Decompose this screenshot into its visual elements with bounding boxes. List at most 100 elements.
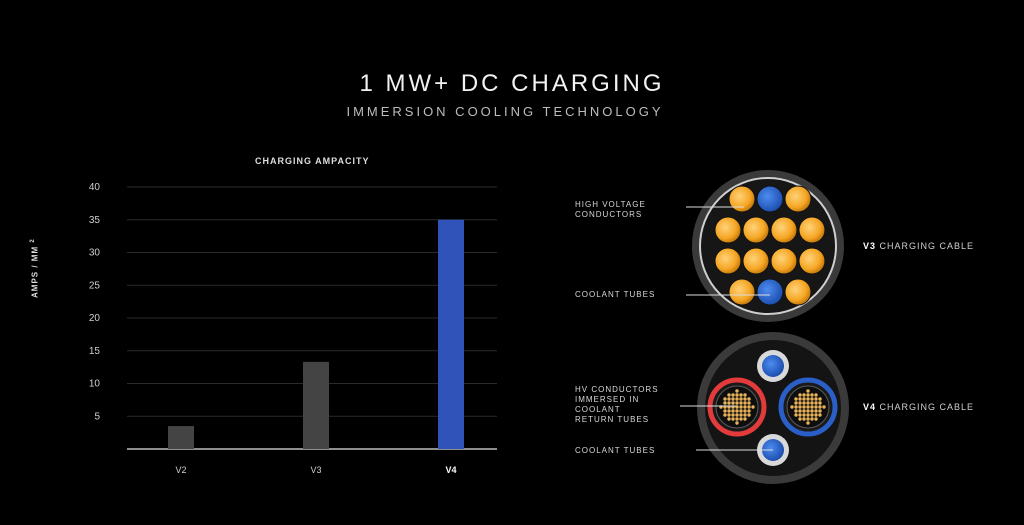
v3-conductor bbox=[784, 185, 812, 213]
v4-conductor-strand bbox=[731, 409, 735, 413]
v4-conductor-strand bbox=[798, 405, 802, 409]
v4-conductor-strand bbox=[727, 417, 731, 421]
v4-conductor-strand bbox=[727, 401, 731, 405]
v4-conductor-strand bbox=[814, 413, 818, 417]
v4-conductor-strand bbox=[735, 421, 739, 425]
y-tick-label: 5 bbox=[94, 411, 100, 422]
v4-conductor-strand bbox=[739, 393, 743, 397]
v3-conductor bbox=[798, 216, 826, 244]
v4-conductor-strand bbox=[751, 405, 755, 409]
v4-conductor-strand bbox=[743, 393, 747, 397]
y-tick-label: 10 bbox=[89, 379, 101, 390]
v4-conductor-strand bbox=[810, 413, 814, 417]
v3-cable-name: V3 CHARGING CABLE bbox=[863, 241, 975, 251]
x-tick-label: V2 bbox=[175, 465, 186, 475]
v4-conductor-strand bbox=[723, 409, 727, 413]
v4-conductor-strand bbox=[802, 401, 806, 405]
v4-conductor-strand bbox=[747, 413, 751, 417]
v3-conductor bbox=[742, 247, 770, 275]
v4-conductor-strand bbox=[798, 417, 802, 421]
ampacity-bar-chart: 5 10 15 20 25 30 35 40 V2 V3 V4 bbox=[89, 182, 497, 475]
v4-conductor-strand bbox=[810, 417, 814, 421]
v4-conductor-strand bbox=[806, 413, 810, 417]
page-title: 1 MW+ DC CHARGING bbox=[359, 70, 665, 97]
v4-conductor-strand bbox=[747, 405, 751, 409]
v4-conductor-strand bbox=[739, 401, 743, 405]
v4-conductor-strand bbox=[818, 401, 822, 405]
v4-conductor-strand bbox=[814, 401, 818, 405]
v4-conductor-strand bbox=[806, 393, 810, 397]
v3-conductor bbox=[770, 216, 798, 244]
v4-conductor-strand bbox=[818, 397, 822, 401]
bar-v4 bbox=[438, 219, 464, 449]
v4-conductor-strand bbox=[735, 413, 739, 417]
v4-conductor-strand bbox=[794, 409, 798, 413]
v4-inner-core bbox=[705, 340, 841, 476]
v4-conductor-strand bbox=[747, 409, 751, 413]
v4-conductor-strand bbox=[798, 409, 802, 413]
v4-conductor-strand bbox=[806, 389, 810, 393]
v4-conductor-strand bbox=[794, 401, 798, 405]
y-tick-label: 30 bbox=[89, 248, 101, 259]
v4-conductor-strand bbox=[731, 401, 735, 405]
v4-conductor-strand bbox=[818, 405, 822, 409]
v4-conductor-strand bbox=[794, 413, 798, 417]
page-subtitle: IMMERSION COOLING TECHNOLOGY bbox=[346, 104, 664, 119]
v4-conductor-strand bbox=[723, 397, 727, 401]
v3-conductor bbox=[714, 216, 742, 244]
v4-conductor-strand bbox=[794, 405, 798, 409]
v4-conductor-strand bbox=[806, 421, 810, 425]
v4-conductor-strand bbox=[802, 405, 806, 409]
v4-conductor-strand bbox=[743, 401, 747, 405]
v3-conductor bbox=[728, 185, 756, 213]
v3-conductor bbox=[798, 247, 826, 275]
v4-conductor-strand bbox=[814, 397, 818, 401]
v4-conductor-strand bbox=[790, 405, 794, 409]
v4-conductor-strand bbox=[735, 397, 739, 401]
v4-conductor-strand bbox=[735, 401, 739, 405]
v4-conductor-strand bbox=[739, 413, 743, 417]
v4-conductor-strand bbox=[802, 393, 806, 397]
v4-conductor-strand bbox=[810, 397, 814, 401]
v4-conductor-strand bbox=[739, 397, 743, 401]
v4-conductor-strand bbox=[798, 401, 802, 405]
v4-conductor-strand bbox=[806, 397, 810, 401]
v4-conductor-strand bbox=[814, 417, 818, 421]
v4-conductor-strand bbox=[743, 409, 747, 413]
v4-cable-name: V4 CHARGING CABLE bbox=[863, 402, 975, 412]
bar-v3 bbox=[303, 361, 329, 449]
v4-conductor-strand bbox=[731, 393, 735, 397]
v3-conductor bbox=[742, 216, 770, 244]
x-tick-label: V3 bbox=[310, 465, 321, 475]
v4-conductor-strand bbox=[794, 397, 798, 401]
v4-conductor-strand bbox=[727, 409, 731, 413]
v4-conductor-strand bbox=[814, 409, 818, 413]
v4-conductor-strand bbox=[810, 405, 814, 409]
v3-conductor bbox=[728, 278, 756, 306]
v3-cable-cross-section bbox=[692, 170, 844, 322]
v4-conductor-strand bbox=[818, 409, 822, 413]
x-tick-label: V4 bbox=[445, 465, 456, 475]
v4-conductor-strand bbox=[810, 409, 814, 413]
v4-conductor-strand bbox=[802, 397, 806, 401]
v4-conductor-strand bbox=[802, 409, 806, 413]
v4-conductor-strand bbox=[723, 401, 727, 405]
v4-conductor-strand bbox=[802, 417, 806, 421]
v4-conductor-strand bbox=[739, 409, 743, 413]
v4-conductor-strand bbox=[798, 397, 802, 401]
v4-conductor-strand bbox=[806, 401, 810, 405]
v3-coolant-tube bbox=[756, 278, 784, 306]
y-tick-label: 15 bbox=[89, 346, 101, 357]
v4-conductor-strand bbox=[743, 397, 747, 401]
v4-conductor-strand bbox=[806, 409, 810, 413]
label-hv-conductors: HIGH VOLTAGE CONDUCTORS bbox=[575, 200, 646, 219]
v4-conductor-strand bbox=[731, 397, 735, 401]
bar-v2 bbox=[168, 426, 194, 449]
label-v4-hv-conductors: HV CONDUCTORS IMMERSED IN COOLANT RETURN TU… bbox=[575, 385, 659, 424]
v4-conductor-strand bbox=[747, 401, 751, 405]
v4-conductor-strand bbox=[822, 405, 826, 409]
v3-conductor bbox=[770, 247, 798, 275]
v4-conductor-strand bbox=[731, 417, 735, 421]
v4-conductor-strand bbox=[806, 405, 810, 409]
